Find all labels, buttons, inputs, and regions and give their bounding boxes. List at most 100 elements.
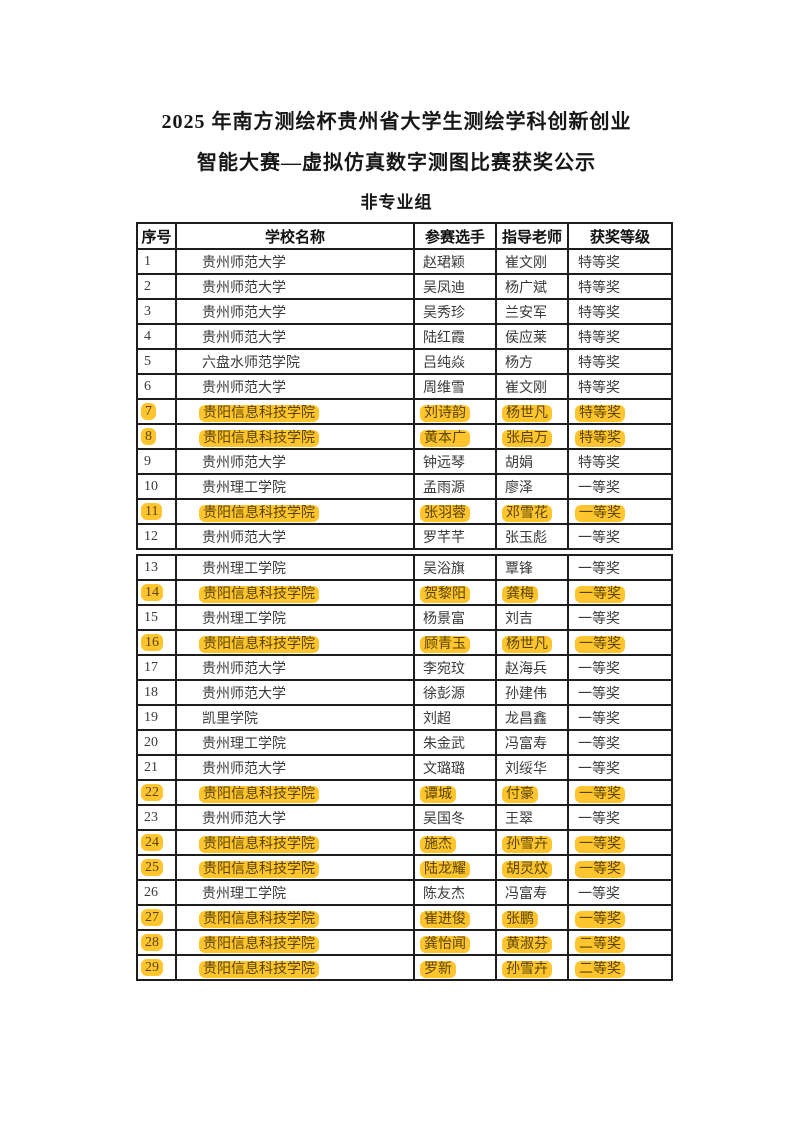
cell-school: 贵州理工学院 [175, 473, 415, 500]
cell-teacher: 王翠 [495, 804, 569, 831]
cell-award: 二等奖 [567, 929, 673, 956]
cell-teacher: 孙建伟 [495, 679, 569, 706]
highlight-mark: 一等奖 [575, 585, 625, 603]
table-row-18: 18 贵州师范大学 徐彭源 孙建伟 一等奖 [136, 679, 673, 706]
highlight-mark: 特等奖 [575, 429, 625, 447]
cell-no: 26 [136, 879, 177, 906]
cell-school: 六盘水师范学院 [175, 348, 415, 375]
table-row-17: 17 贵州师范大学 李宛玟 赵海兵 一等奖 [136, 654, 673, 681]
cell-teacher: 崔文刚 [495, 248, 569, 275]
awards-table-part1: 序号 学校名称 参赛选手 指导老师 获奖等级 1 贵州师范大学 赵珺颖 崔文刚 特等奖 2 贵州师范… [136, 222, 673, 550]
cell-no: 14 [136, 579, 177, 606]
table-row-22: 22 贵阳信息科技学院 谭城 付豪 一等奖 [136, 779, 673, 806]
highlight-mark: 7 [141, 402, 156, 420]
cell-award: 一等奖 [567, 704, 673, 731]
highlight-mark: 胡灵炆 [502, 860, 552, 878]
table-row-14: 14 贵阳信息科技学院 贺黎阳 龚梅 一等奖 [136, 579, 673, 606]
cell-award: 一等奖 [567, 579, 673, 606]
cell-contestant: 陆红霞 [413, 323, 497, 350]
cell-teacher: 杨世凡 [495, 629, 569, 656]
cell-award: 特等奖 [567, 448, 673, 475]
table-row-24: 24 贵阳信息科技学院 施杰 孙雪卉 一等奖 [136, 829, 673, 856]
cell-contestant: 张羽蓉 [413, 498, 497, 525]
cell-school: 贵阳信息科技学院 [175, 954, 415, 981]
cell-award: 一等奖 [567, 829, 673, 856]
highlight-mark: 贵阳信息科技学院 [199, 585, 319, 603]
highlight-mark: 27 [141, 908, 163, 926]
cell-award: 一等奖 [567, 629, 673, 656]
table-row-15: 15 贵州理工学院 杨景富 刘吉 一等奖 [136, 604, 673, 631]
table-row-8: 8 贵阳信息科技学院 黄本广 张启万 特等奖 [136, 423, 673, 450]
header-cell-2: 参赛选手 [413, 222, 497, 250]
table-row-2: 2 贵州师范大学 吴凤迪 杨广斌 特等奖 [136, 273, 673, 300]
table-header-row: 序号 学校名称 参赛选手 指导老师 获奖等级 [136, 222, 673, 250]
highlight-mark: 谭城 [420, 785, 456, 803]
highlight-mark: 贵阳信息科技学院 [199, 935, 319, 953]
cell-contestant: 钟远琴 [413, 448, 497, 475]
highlight-mark: 一等奖 [575, 504, 625, 522]
table-row-13: 13 贵州理工学院 吴浴旗 覃锋 一等奖 [136, 554, 673, 581]
table-row-28: 28 贵阳信息科技学院 龚怡闻 黄淑芬 二等奖 [136, 929, 673, 956]
highlight-mark: 贵阳信息科技学院 [199, 835, 319, 853]
cell-school: 贵州师范大学 [175, 323, 415, 350]
highlight-mark: 罗新 [420, 960, 456, 978]
highlight-mark: 二等奖 [575, 935, 625, 953]
table-row-16: 16 贵阳信息科技学院 顾青玉 杨世凡 一等奖 [136, 629, 673, 656]
cell-no: 1 [136, 248, 177, 275]
cell-teacher: 赵海兵 [495, 654, 569, 681]
highlight-mark: 8 [141, 427, 156, 445]
cell-no: 9 [136, 448, 177, 475]
highlight-mark: 孙雪卉 [502, 835, 552, 853]
cell-school: 贵州师范大学 [175, 804, 415, 831]
cell-school: 贵阳信息科技学院 [175, 498, 415, 525]
highlight-mark: 一等奖 [575, 635, 625, 653]
cell-no: 6 [136, 373, 177, 400]
cell-teacher: 张玉彪 [495, 523, 569, 550]
highlight-mark: 29 [141, 958, 163, 976]
table-row-26: 26 贵州理工学院 陈友杰 冯富寿 一等奖 [136, 879, 673, 906]
cell-school: 贵阳信息科技学院 [175, 579, 415, 606]
cell-school: 贵阳信息科技学院 [175, 904, 415, 931]
highlight-mark: 二等奖 [575, 960, 625, 978]
cell-teacher: 侯应莱 [495, 323, 569, 350]
doc-title-line-1: 2025 年南方测绘杯贵州省大学生测绘学科创新创业 [161, 111, 632, 133]
cell-teacher: 覃锋 [495, 554, 569, 581]
cell-contestant: 刘超 [413, 704, 497, 731]
highlight-mark: 24 [141, 833, 163, 851]
cell-award: 二等奖 [567, 954, 673, 981]
cell-contestant: 吴浴旗 [413, 554, 497, 581]
cell-contestant: 文璐璐 [413, 754, 497, 781]
highlight-mark: 一等奖 [575, 910, 625, 928]
cell-award: 一等奖 [567, 654, 673, 681]
highlight-mark: 一等奖 [575, 835, 625, 853]
cell-no: 16 [136, 629, 177, 656]
cell-no: 20 [136, 729, 177, 756]
cell-school: 贵州理工学院 [175, 554, 415, 581]
cell-school: 贵州师范大学 [175, 523, 415, 550]
cell-contestant: 周维雪 [413, 373, 497, 400]
cell-contestant: 徐彭源 [413, 679, 497, 706]
cell-teacher: 孙雪卉 [495, 829, 569, 856]
cell-teacher: 胡娟 [495, 448, 569, 475]
cell-no: 4 [136, 323, 177, 350]
cell-teacher: 刘绥华 [495, 754, 569, 781]
cell-no: 8 [136, 423, 177, 450]
highlight-mark: 贵阳信息科技学院 [199, 504, 319, 522]
cell-award: 特等奖 [567, 398, 673, 425]
cell-no: 21 [136, 754, 177, 781]
cell-contestant: 谭城 [413, 779, 497, 806]
cell-teacher: 冯富寿 [495, 879, 569, 906]
highlight-mark: 杨世凡 [502, 635, 552, 653]
highlight-mark: 付豪 [502, 785, 538, 803]
cell-award: 一等奖 [567, 879, 673, 906]
table-row-27: 27 贵阳信息科技学院 崔进俊 张鹏 一等奖 [136, 904, 673, 931]
highlight-mark: 贺黎阳 [420, 585, 470, 603]
cell-contestant: 龚怡闻 [413, 929, 497, 956]
cell-school: 贵阳信息科技学院 [175, 854, 415, 881]
cell-award: 一等奖 [567, 779, 673, 806]
cell-teacher: 张启万 [495, 423, 569, 450]
cell-school: 贵州师范大学 [175, 754, 415, 781]
cell-award: 一等奖 [567, 854, 673, 881]
cell-contestant: 罗新 [413, 954, 497, 981]
cell-award: 特等奖 [567, 373, 673, 400]
